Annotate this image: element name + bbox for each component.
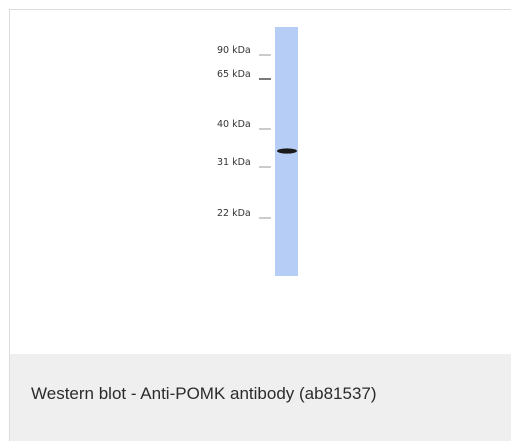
marker-label-90: 90 kDa	[217, 45, 251, 56]
marker-label-65: 65 kDa	[217, 69, 251, 80]
western-blot-figure[interactable]: 90 kDa 65 kDa 40 kDa 31 kDa 22 kDa	[10, 10, 511, 354]
marker-label-22: 22 kDa	[217, 208, 251, 219]
figure-caption: Western blot - Anti-POMK antibody (ab815…	[31, 384, 377, 403]
western-blot-image: 90 kDa 65 kDa 40 kDa 31 kDa 22 kDa	[217, 27, 298, 276]
marker-label-40: 40 kDa	[217, 119, 251, 130]
blot-band	[277, 148, 297, 154]
image-card: 90 kDa 65 kDa 40 kDa 31 kDa 22 kDa Weste…	[9, 9, 511, 441]
marker-label-31: 31 kDa	[217, 157, 251, 168]
caption-panel: Western blot - Anti-POMK antibody (ab815…	[10, 354, 511, 441]
